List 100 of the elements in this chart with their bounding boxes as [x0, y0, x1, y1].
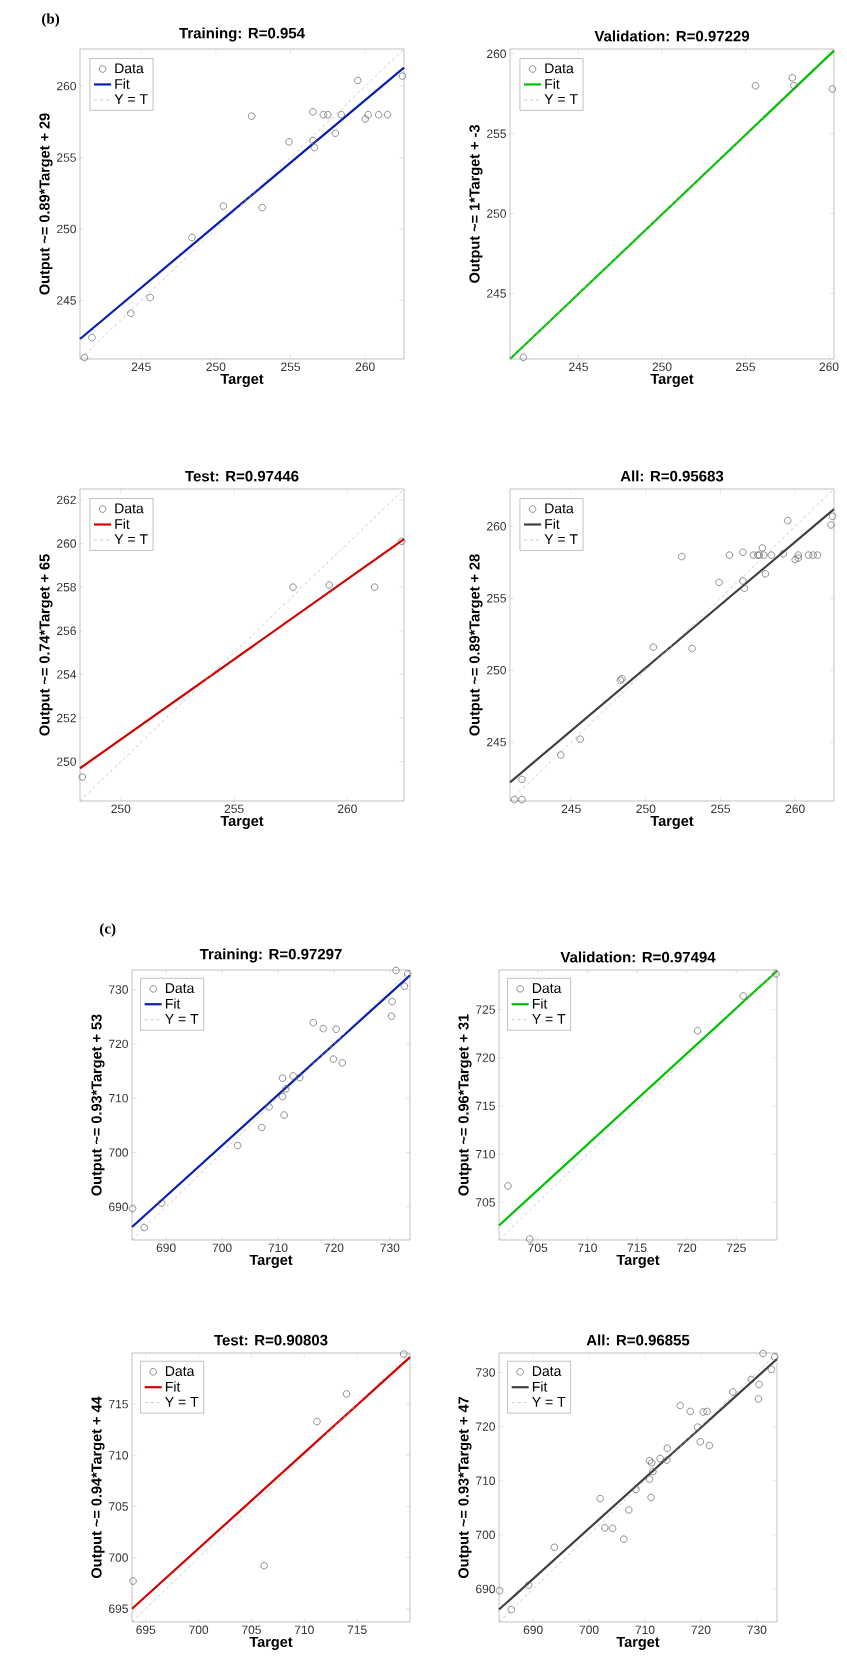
x-tick-label: 705: [242, 1625, 261, 1635]
point: [354, 76, 362, 85]
legend-label: Y = T: [165, 1014, 199, 1024]
point: [715, 578, 723, 587]
point: [282, 1085, 290, 1093]
legend-label: Data: [165, 1366, 195, 1377]
point: [88, 333, 96, 342]
point: [557, 751, 565, 759]
point: [739, 548, 747, 556]
point: [278, 1092, 287, 1101]
point: [550, 1543, 559, 1551]
chart-title: All: R=0.95683: [620, 470, 724, 482]
text: (c): [100, 923, 116, 937]
y-tick-label: 695: [109, 1604, 128, 1613]
point: [400, 1350, 408, 1358]
point: [693, 1027, 702, 1035]
point: [758, 544, 766, 552]
x-tick-label: 255: [281, 362, 301, 372]
point: [510, 795, 519, 804]
y-tick-label: 700: [109, 1148, 128, 1157]
point: [337, 111, 345, 119]
point: [761, 570, 769, 578]
y-axis-title: Output ~= 0.89*Target + 28: [469, 554, 483, 736]
x-tick-label: 255: [736, 362, 755, 372]
y-tick-label: 255: [487, 129, 506, 138]
point: [688, 644, 696, 653]
x-tick-label: 715: [627, 1243, 647, 1252]
point: [686, 1407, 694, 1416]
y-tick-label: 250: [57, 224, 76, 234]
point: [398, 72, 407, 80]
y-tick-label: 255: [487, 594, 506, 603]
point: [518, 775, 526, 784]
point: [779, 550, 787, 558]
x-tick-label: 250: [206, 362, 226, 372]
point: [157, 1199, 166, 1207]
point: [813, 551, 822, 559]
point: [278, 1074, 287, 1082]
y-tick-label: 250: [487, 209, 506, 218]
point: [747, 1375, 755, 1384]
x-tick-label: 710: [577, 1243, 597, 1253]
point: [827, 521, 835, 529]
point: [309, 108, 317, 116]
point: [342, 1390, 351, 1398]
x-tick-label: 715: [347, 1625, 367, 1634]
point: [828, 85, 836, 93]
legend-label: Y = T: [165, 1397, 199, 1407]
x-tick-label: 720: [691, 1625, 711, 1635]
point: [608, 1524, 617, 1533]
y-tick-label: 710: [109, 1093, 128, 1103]
y-tick-label: 245: [487, 289, 506, 298]
point: [601, 1524, 609, 1532]
point: [648, 1459, 656, 1467]
point: [647, 1493, 655, 1502]
x-tick-label: 260: [819, 362, 839, 372]
point: [128, 1204, 137, 1213]
point: [285, 138, 293, 146]
y-tick-label: 245: [57, 296, 76, 305]
point: [332, 1025, 340, 1033]
point: [265, 1103, 273, 1111]
point: [127, 309, 135, 317]
point: [596, 1494, 604, 1503]
point: [309, 136, 317, 145]
y-axis-title: Output ~= 0.93*Target + 47: [458, 1397, 472, 1579]
x-tick-label: 710: [294, 1625, 314, 1635]
point: [632, 1485, 640, 1494]
point: [392, 966, 400, 975]
point: [234, 1141, 242, 1150]
x-axis-title: Target: [220, 373, 264, 387]
point: [280, 1111, 288, 1119]
y-tick-label: 700: [476, 1530, 495, 1540]
point: [676, 1401, 684, 1410]
point: [146, 293, 154, 302]
x-tick-label: 245: [131, 362, 151, 372]
y-tick-label: 690: [109, 1202, 128, 1212]
point: [663, 1456, 671, 1464]
legend-label: Data: [545, 503, 574, 514]
point: [260, 1562, 268, 1570]
point: [696, 1438, 705, 1446]
y-tick-label: 262: [57, 495, 76, 505]
legend-label: Data: [532, 1366, 562, 1377]
x-axis-title: Target: [220, 815, 264, 829]
point: [828, 512, 837, 520]
legend-label: Fit: [115, 518, 130, 529]
y-tick-label: 705: [476, 1198, 495, 1207]
point: [772, 970, 780, 978]
point: [645, 1457, 654, 1465]
legend-label: Fit: [545, 78, 560, 89]
x-tick-label: 695: [136, 1625, 156, 1635]
chart-title: Training: R=0.954: [179, 27, 305, 42]
point: [809, 551, 817, 559]
y-tick-label: 250: [57, 757, 76, 766]
y-tick-label: 720: [109, 1039, 128, 1049]
point: [760, 551, 768, 559]
point: [754, 1395, 763, 1403]
legend-label: Y = T: [544, 534, 578, 544]
x-tick-label: 710: [268, 1243, 288, 1253]
point: [313, 1417, 321, 1426]
point: [310, 143, 319, 152]
y-tick-label: 260: [57, 81, 76, 91]
y-tick-label: 730: [476, 1368, 495, 1377]
